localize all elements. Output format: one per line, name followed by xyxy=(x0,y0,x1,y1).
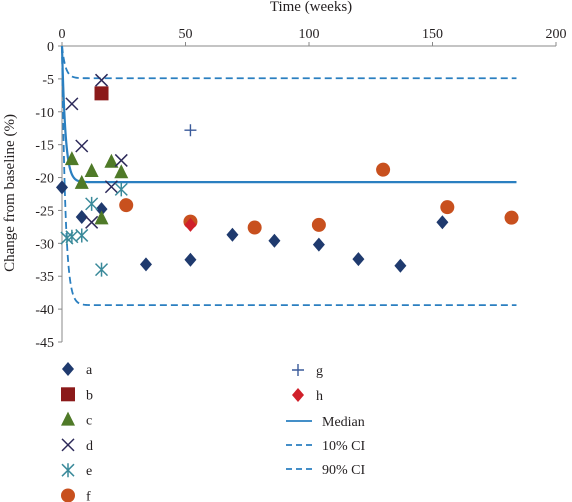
point-c xyxy=(84,162,99,177)
legend-marker-f xyxy=(61,488,75,502)
legend-label-e: e xyxy=(86,464,92,479)
y-tick-label: -25 xyxy=(35,204,54,219)
legend-label-c: c xyxy=(86,414,92,429)
x-tick-label: 150 xyxy=(422,27,443,42)
point-f xyxy=(247,220,262,235)
point-b xyxy=(94,86,109,101)
legend-label-b: b xyxy=(86,388,93,403)
point-e xyxy=(75,228,89,243)
legend-label-h: h xyxy=(316,389,323,404)
point-c xyxy=(104,153,119,168)
y-tick-label: -15 xyxy=(35,139,54,154)
point-f xyxy=(119,198,134,213)
x-axis-label: Time (weeks) xyxy=(270,0,352,15)
legend-marker-e xyxy=(61,463,75,478)
y-tick-label: -30 xyxy=(35,237,54,252)
y-tick-label: 0 xyxy=(47,40,54,55)
legend-marker-c xyxy=(61,411,75,426)
point-d xyxy=(114,153,128,167)
point-f xyxy=(504,210,519,225)
point-c xyxy=(94,210,109,225)
y-tick-label: -20 xyxy=(35,172,54,187)
curve-median xyxy=(60,45,517,184)
x-tick-label: 200 xyxy=(546,27,567,42)
y-axis-label: Change from baseline (%) xyxy=(2,114,18,272)
point-a xyxy=(268,233,281,248)
point-d xyxy=(85,215,99,229)
legend-label-curve-3: 90% CI xyxy=(322,463,366,478)
point-c xyxy=(64,151,79,166)
legend-label-d: d xyxy=(86,439,93,454)
x-tick-label: 0 xyxy=(59,27,66,42)
legend-marker-b xyxy=(61,387,75,402)
point-c xyxy=(114,164,129,179)
point-a xyxy=(139,257,152,272)
point-d xyxy=(75,139,89,153)
point-a xyxy=(394,258,407,273)
legend-label-f: f xyxy=(86,490,91,502)
legend-marker-d xyxy=(61,438,75,452)
legend-label-curve-1: Median xyxy=(322,415,365,430)
point-d xyxy=(65,97,79,111)
point-a xyxy=(436,215,449,230)
curve-90-ci xyxy=(61,45,517,307)
point-a xyxy=(352,252,365,267)
point-e xyxy=(114,182,128,197)
legend-label-g: g xyxy=(316,364,323,379)
y-tick-label: -45 xyxy=(35,336,54,351)
point-h xyxy=(184,217,197,232)
y-tick-label: -5 xyxy=(42,73,54,88)
y-tick-label: -10 xyxy=(35,106,54,121)
curves-layer xyxy=(60,45,517,307)
x-tick-label: 100 xyxy=(299,27,320,42)
point-c xyxy=(74,174,89,189)
point-a xyxy=(56,180,68,195)
point-a xyxy=(184,252,197,267)
legend-label-curve-2: 10% CI xyxy=(322,439,366,454)
points-layer xyxy=(56,73,519,277)
legend-marker-g xyxy=(292,364,304,376)
point-e xyxy=(85,196,99,211)
legend-marker-a xyxy=(62,362,74,376)
point-a xyxy=(226,227,239,242)
axes: 0 50 100 150 200 0 -5 -10 -15 -20 -25 -30 -35 -40 -45 xyxy=(35,27,566,351)
point-f xyxy=(440,200,455,215)
legend-marker-h xyxy=(292,388,304,402)
point-e xyxy=(94,262,109,277)
point-f xyxy=(376,162,391,177)
point-d xyxy=(104,180,118,194)
legend-label-a: a xyxy=(86,363,93,378)
y-tick-label: -40 xyxy=(35,303,54,318)
point-a xyxy=(75,210,88,225)
x-tick-label: 50 xyxy=(179,27,193,42)
y-tick-label: -35 xyxy=(35,270,54,285)
curve-10-ci xyxy=(61,45,517,80)
point-f xyxy=(311,217,326,232)
point-a xyxy=(312,237,325,252)
point-d xyxy=(94,73,109,87)
point-g xyxy=(184,124,197,137)
point-a xyxy=(95,202,108,217)
